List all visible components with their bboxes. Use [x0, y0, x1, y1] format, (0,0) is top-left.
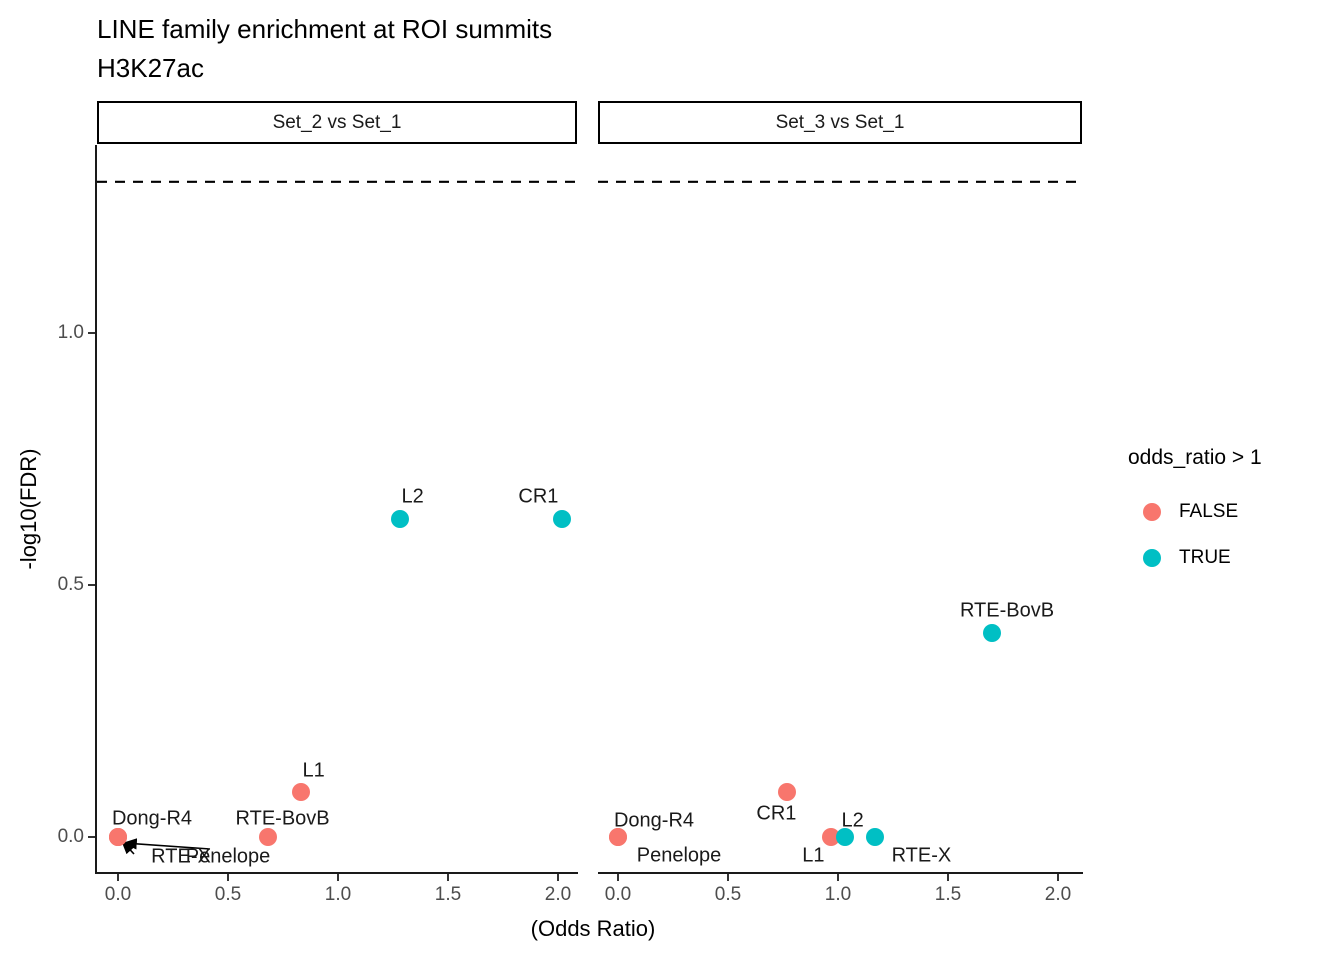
x-tick-label: 1.0	[324, 884, 352, 905]
x-axis-title: (Odds Ratio)	[530, 916, 656, 941]
x-axis-tick	[947, 874, 949, 881]
x-axis-line	[598, 872, 1083, 874]
x-axis-tick	[227, 874, 229, 881]
legend-item-true: TRUE	[1143, 547, 1231, 569]
x-axis-tick	[337, 874, 339, 881]
x-axis-tick	[727, 874, 729, 881]
y-axis-tick	[88, 332, 95, 334]
data-point-dong-r4	[109, 828, 127, 846]
data-point-cr1	[778, 782, 797, 801]
data-point-rte-x	[866, 828, 885, 846]
point-label-l1: L1	[802, 844, 825, 867]
x-axis-tick	[447, 874, 449, 881]
x-tick-label: 2.0	[1044, 884, 1072, 905]
legend-swatch-false-icon	[1143, 503, 1161, 521]
data-point-cr1	[553, 510, 572, 529]
legend-item-false: FALSE	[1143, 501, 1238, 523]
data-point-rte-bovb	[258, 828, 277, 846]
legend-label-true: TRUE	[1179, 547, 1231, 568]
x-axis-tick	[557, 874, 559, 881]
x-axis-line	[97, 872, 578, 874]
x-tick-label: 1.5	[934, 884, 962, 905]
y-axis-line	[95, 145, 97, 874]
legend-swatch-true-icon	[1143, 549, 1161, 567]
point-label-l1: L1	[302, 759, 325, 782]
x-tick-label: 2.0	[544, 884, 572, 905]
y-axis-tick	[88, 584, 95, 586]
x-tick-label: 1.5	[434, 884, 462, 905]
y-axis-tick	[88, 836, 95, 838]
y-axis-title: -log10(FDR)	[16, 448, 41, 570]
x-axis-tick	[117, 874, 119, 881]
plot-subtitle: H3K27ac	[97, 53, 204, 83]
legend-label-false: FALSE	[1179, 501, 1239, 522]
x-axis-tick	[837, 874, 839, 881]
point-label-dong-r4: Dong-R4	[613, 809, 695, 832]
y-tick-label: 1.0	[57, 322, 84, 343]
data-point-l2	[390, 510, 409, 529]
point-label-penelope: Penelope	[636, 844, 722, 867]
y-tick-label: 0.5	[57, 574, 84, 595]
x-axis-tick	[617, 874, 619, 881]
data-point-dong-r4	[609, 828, 627, 846]
x-axis-tick	[1057, 874, 1059, 881]
point-label-l2: L2	[401, 485, 424, 508]
data-point-rte-bovb	[983, 623, 1001, 642]
plot-title: LINE family enrichment at ROI summits	[97, 14, 553, 44]
point-label-penelope: Penelope	[185, 845, 271, 868]
x-tick-label: 0.5	[714, 884, 742, 905]
data-point-l2	[835, 828, 854, 846]
y-tick-label: 0.0	[57, 826, 84, 847]
data-point-l1	[291, 782, 310, 801]
x-tick-label: 0.0	[604, 884, 632, 905]
point-label-rte-x: RTE-X	[151, 845, 211, 868]
point-label-cr1: CR1	[518, 485, 559, 508]
x-tick-label: 0.5	[214, 884, 242, 905]
point-label-dong-r4: Dong-R4	[111, 807, 193, 830]
point-label-rte-bovb: RTE-BovB	[959, 599, 1055, 622]
facet-strip: Set_3 vs Set_1	[598, 101, 1082, 144]
point-label-l2: L2	[841, 809, 864, 832]
facet-strip: Set_2 vs Set_1	[97, 101, 577, 144]
x-tick-label: 0.0	[104, 884, 132, 905]
legend-title: odds_ratio > 1	[1128, 446, 1262, 469]
x-tick-label: 1.0	[824, 884, 852, 905]
point-label-rte-x: RTE-X	[891, 844, 952, 867]
point-label-cr1: CR1	[756, 802, 797, 825]
point-label-rte-bovb: RTE-BovB	[235, 807, 330, 830]
